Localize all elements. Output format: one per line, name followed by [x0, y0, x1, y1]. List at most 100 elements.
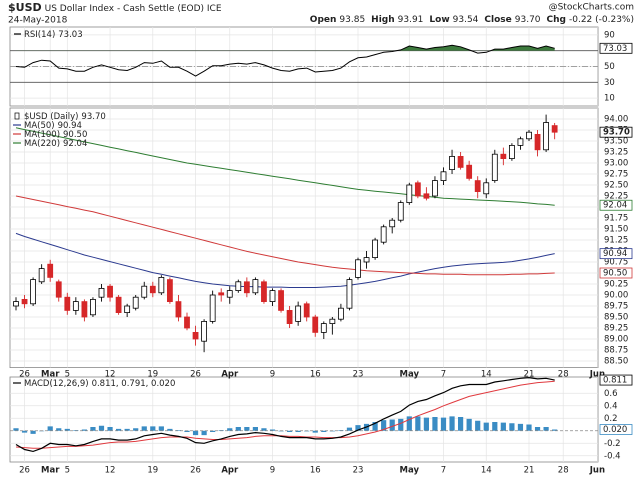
histogram-bar [355, 425, 361, 431]
candle-body [124, 305, 131, 313]
x-tick-label: 9 [270, 370, 275, 380]
panel-frame [9, 376, 599, 463]
histogram-bar [107, 427, 113, 431]
candle-body [372, 239, 379, 259]
histogram-bar [492, 422, 498, 431]
value-box [599, 424, 633, 435]
candle-body [72, 301, 79, 311]
value-box [599, 267, 633, 279]
candle-body [508, 144, 515, 159]
candle-body [432, 180, 438, 197]
y-tick-label: 0.6 [604, 389, 618, 399]
candle-body [184, 316, 190, 329]
quote-label: High [371, 15, 394, 25]
legend: MA(50) 90.94 [24, 121, 82, 131]
y-tick-label: 88.75 [604, 346, 628, 356]
candle-body [474, 180, 481, 193]
y-tick-label: 91.50 [604, 225, 628, 235]
histogram-bar [158, 426, 164, 431]
histogram-bar [287, 430, 293, 432]
candle-body [278, 290, 284, 311]
histogram-bar [321, 430, 327, 432]
histogram-bar [244, 427, 250, 431]
x-tick-label: 28 [558, 370, 569, 380]
candle-body [449, 155, 455, 170]
histogram-bar [509, 423, 515, 431]
histogram-bar [483, 422, 489, 431]
value-box-label: 90.94 [603, 249, 627, 259]
quote-value: 93.54 [453, 15, 479, 25]
y-tick-label: 93.00 [604, 159, 628, 169]
histogram-bar [47, 426, 53, 431]
quote-label: Close [484, 15, 511, 25]
candle-body [491, 153, 498, 181]
x-tick-label: 5 [65, 466, 70, 476]
histogram-bar [30, 430, 36, 434]
x-tick-label: Jun [589, 370, 605, 380]
x-tick-label: May [400, 370, 420, 380]
legend-name: MACD(12,26,9) [24, 379, 89, 389]
histogram-bar [500, 422, 506, 431]
histogram-bar [201, 430, 207, 436]
histogram-bar [466, 418, 472, 431]
y-tick-label: 10 [604, 94, 615, 104]
histogram-bar [346, 427, 353, 431]
y-tick-label: 88.50 [604, 357, 628, 367]
histogram-bar [432, 417, 438, 431]
y-tick-label: -0.4 [604, 451, 621, 461]
candle-body [235, 281, 242, 291]
instrument-name: US Dollar Index - Cash Settle (EOD) ICE [45, 4, 222, 14]
x-tick-label: 26 [19, 466, 30, 476]
x-tick-label: 26 [19, 370, 30, 380]
quote-value: -0.22 (-0.23%) [569, 15, 634, 25]
legend-value: 90.94 [58, 121, 82, 131]
x-tick-label: Apr [221, 370, 239, 380]
value-box [599, 248, 633, 260]
histogram-bar [406, 416, 412, 431]
candle-body [90, 298, 96, 316]
histogram-bar [116, 428, 122, 431]
histogram-bar [252, 427, 258, 431]
x-tick-label: 26 [190, 466, 201, 476]
chart-date: 24-May-2018 [8, 16, 68, 26]
y-tick-label: 91.75 [604, 214, 628, 224]
x-tick-label: Mar [41, 466, 60, 476]
x-tick-label: 9 [270, 466, 275, 476]
y-tick-label: 0.2 [604, 414, 618, 424]
y-tick-label: 89.25 [604, 324, 628, 334]
candle-body [252, 279, 259, 294]
ma-line [15, 127, 555, 206]
histogram-bar [141, 426, 147, 431]
panel-frame [9, 107, 599, 369]
candle-body [141, 285, 148, 298]
quote-label: Chg [547, 15, 566, 25]
candle-body [55, 281, 62, 298]
candle-body [526, 131, 532, 140]
histogram-bar [398, 418, 404, 431]
candle-body [64, 296, 71, 311]
y-tick-label: 92.25 [604, 192, 628, 202]
histogram-bar [415, 416, 421, 431]
histogram-bar [534, 427, 541, 431]
x-tick-label: 12 [105, 370, 116, 380]
value-box-label: 0.020 [603, 425, 627, 435]
candle-body [295, 305, 302, 322]
candle-body [346, 279, 353, 309]
candle-body [380, 226, 387, 243]
legend: MA(100) 90.50 [24, 130, 87, 140]
candle-body [158, 276, 165, 294]
histogram-bar [13, 428, 19, 431]
legend: MA(220) 92.04 [24, 139, 87, 149]
y-tick-label: 93.25 [604, 148, 628, 158]
histogram-bar [150, 426, 156, 431]
candle-body [243, 281, 250, 294]
macd-line [15, 376, 555, 453]
candle-body [13, 301, 19, 307]
quote-value: 93.70 [515, 15, 541, 25]
histogram-bar [133, 428, 139, 431]
y-tick-label: 89.00 [604, 335, 628, 345]
y-tick-label: 90.75 [604, 258, 628, 268]
candle-body [192, 331, 199, 340]
candle-body [261, 281, 267, 302]
x-tick-label: 23 [353, 370, 364, 380]
